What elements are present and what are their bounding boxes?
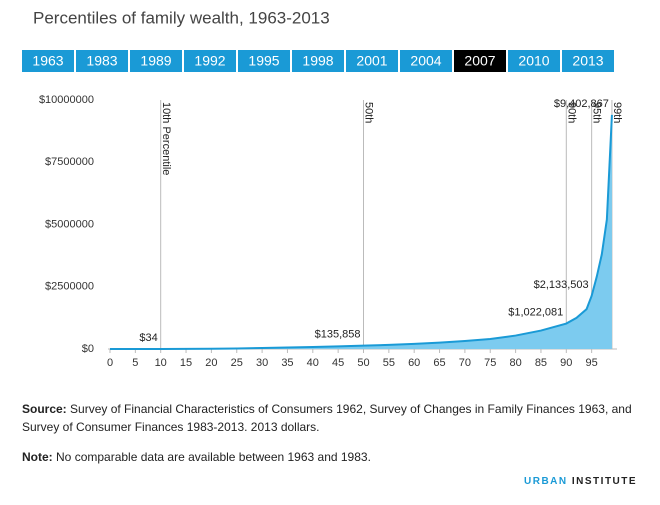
x-tick-label: 25 [231,357,243,369]
value-label: $9,402,867 [554,98,609,110]
year-button-label[interactable]: 1992 [194,53,225,69]
year-button[interactable] [238,50,290,72]
x-tick-label: 10 [155,357,167,369]
marker-label: 95th [591,102,603,123]
source: Source: Survey of Financial Characterist… [22,400,632,436]
x-tick-label: 0 [107,357,113,369]
source-label: Source: [22,402,67,416]
x-tick-label: 95 [586,357,598,369]
x-tick-label: 35 [281,357,293,369]
x-tick-label: 80 [509,357,521,369]
year-button-label[interactable]: 1989 [140,53,171,69]
year-button-label[interactable]: 2010 [518,53,549,69]
year-button[interactable] [400,50,452,72]
year-button-label[interactable]: 1963 [32,53,63,69]
marker-label: 10th Percentile [160,102,172,175]
x-tick-label: 40 [307,357,319,369]
x-tick-label: 5 [132,357,138,369]
chart-title: Percentiles of family wealth, 1963-2013 [33,8,330,27]
brand-a: URBAN [524,476,568,487]
y-tick-label: $0 [82,343,94,355]
x-tick-label: 60 [408,357,420,369]
year-button[interactable] [22,50,74,72]
x-tick-label: 15 [180,357,192,369]
x-tick-label: 30 [256,357,268,369]
marker-label: 99th [611,102,623,123]
x-tick-label: 85 [535,357,547,369]
year-button[interactable] [508,50,560,72]
x-tick-label: 45 [332,357,344,369]
x-tick-label: 75 [484,357,496,369]
brand: URBAN INSTITUTE [524,476,637,487]
marker-label: 90th [565,102,577,123]
year-button-label[interactable]: 2001 [356,53,387,69]
y-tick-label: $5000000 [45,218,94,230]
x-tick-label: 50 [357,357,369,369]
year-button-label[interactable]: 1983 [86,53,117,69]
x-tick-label: 90 [560,357,572,369]
year-button[interactable] [184,50,236,72]
y-tick-label: $2500000 [45,281,94,293]
year-button-label[interactable]: 2013 [572,53,603,69]
year-button[interactable] [346,50,398,72]
year-button-label[interactable]: 2004 [410,53,441,69]
x-tick-label: 65 [433,357,445,369]
source-text: Survey of Financial Characteristics of C… [22,402,632,434]
note: Note: No comparable data are available b… [22,448,632,466]
year-button[interactable] [76,50,128,72]
value-label: $2,133,503 [534,279,589,291]
brand-b: INSTITUTE [571,476,638,487]
year-button[interactable] [130,50,182,72]
year-button[interactable] [292,50,344,72]
year-button-label[interactable]: 1998 [302,53,333,69]
x-tick-label: 20 [205,357,217,369]
year-button[interactable] [454,50,506,72]
line [110,114,613,350]
marker-label: 50th [363,102,375,123]
value-label: $135,858 [315,329,361,341]
note-text: No comparable data are available between… [56,450,371,464]
y-tick-label: $10000000 [39,94,94,106]
x-tick-label: 70 [459,357,471,369]
year-button-label[interactable]: 1995 [248,53,279,69]
value-label: $1,022,081 [508,306,563,318]
note-label: Note: [22,450,53,464]
year-button-label[interactable]: 2007 [464,53,495,69]
year-button[interactable] [562,50,614,72]
value-label: $34 [139,332,157,344]
x-tick-label: 55 [383,357,395,369]
y-tick-label: $7500000 [45,156,94,168]
